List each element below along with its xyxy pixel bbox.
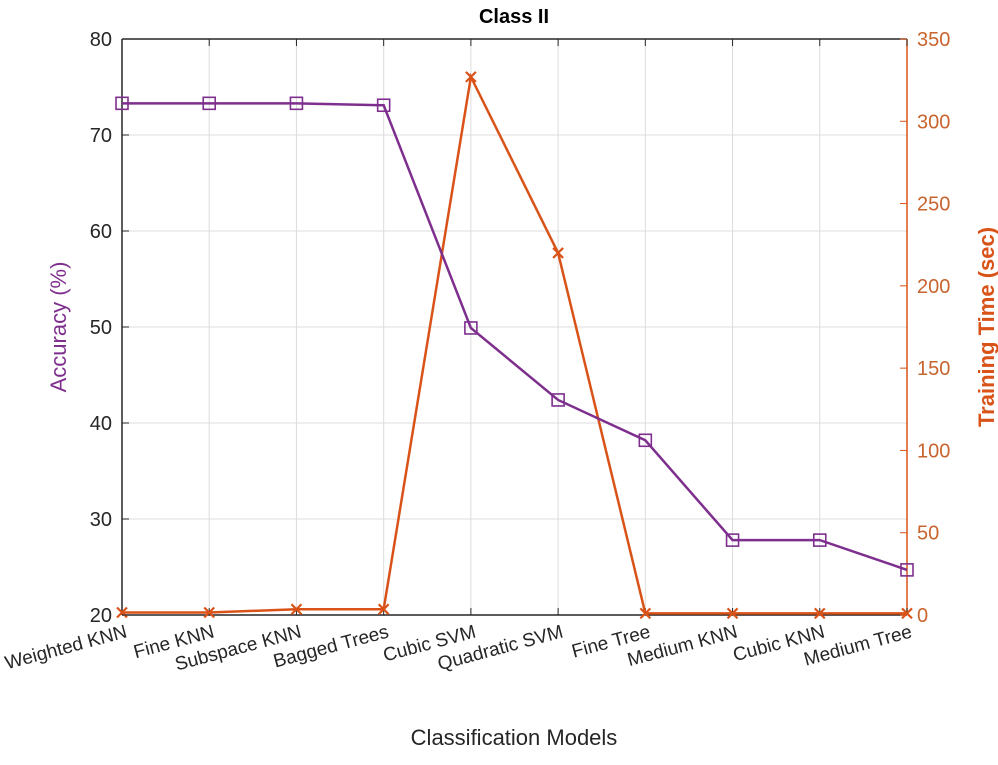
left-y-axis-ticks: 20 30 40 50 60 70 80 bbox=[90, 29, 129, 627]
square-marker-icon bbox=[638, 433, 653, 448]
square-marker-icon bbox=[376, 98, 391, 113]
square-marker-icon bbox=[289, 96, 304, 111]
series-training-time bbox=[116, 71, 913, 620]
left-tick-label: 80 bbox=[90, 29, 112, 51]
left-tick-label: 60 bbox=[90, 221, 112, 243]
right-tick-label: 200 bbox=[917, 276, 950, 298]
data-series bbox=[115, 71, 914, 620]
square-marker-icon bbox=[202, 96, 217, 111]
right-y-axis-ticks: 0 50 100 150 200 250 300 350 bbox=[900, 29, 950, 627]
left-tick-label: 40 bbox=[90, 413, 112, 435]
square-marker-icon bbox=[812, 533, 827, 547]
right-tick-label: 100 bbox=[917, 440, 950, 462]
right-tick-label: 300 bbox=[917, 111, 950, 133]
series-line bbox=[122, 102, 908, 572]
left-tick-label: 30 bbox=[90, 509, 112, 531]
x-axis-label: Classification Models bbox=[411, 725, 618, 750]
x-marker-icon bbox=[726, 607, 739, 620]
grid-lines bbox=[121, 38, 908, 616]
right-tick-label: 350 bbox=[917, 29, 950, 51]
x-marker-icon bbox=[639, 607, 652, 620]
square-marker-icon bbox=[115, 96, 129, 111]
x-marker-icon bbox=[290, 603, 303, 616]
left-tick-label: 20 bbox=[90, 605, 112, 627]
square-marker-icon bbox=[900, 563, 914, 577]
x-marker-icon bbox=[377, 603, 390, 616]
square-marker-icon bbox=[551, 393, 565, 407]
right-tick-label: 0 bbox=[917, 605, 928, 627]
x-tick-label: Weighted KNN bbox=[3, 622, 129, 675]
right-tick-label: 50 bbox=[917, 523, 939, 545]
left-y-axis-label: Accuracy (%) bbox=[46, 262, 71, 393]
square-marker-icon bbox=[464, 321, 478, 335]
left-tick-label: 50 bbox=[90, 317, 112, 339]
x-marker-icon bbox=[465, 71, 477, 83]
x-marker-icon bbox=[814, 607, 826, 620]
square-marker-icon bbox=[725, 533, 740, 547]
right-y-axis-label: Training Time (sec) bbox=[974, 227, 998, 427]
x-marker-icon bbox=[552, 247, 564, 259]
chart-title: Class II bbox=[479, 6, 549, 28]
right-tick-label: 250 bbox=[917, 194, 950, 216]
x-marker-icon bbox=[203, 606, 215, 619]
series-line bbox=[122, 72, 907, 615]
series-accuracy bbox=[115, 96, 914, 577]
x-marker-icon bbox=[116, 606, 128, 619]
left-tick-label: 70 bbox=[90, 125, 112, 147]
right-tick-label: 150 bbox=[917, 358, 950, 380]
x-marker-icon bbox=[901, 607, 913, 620]
